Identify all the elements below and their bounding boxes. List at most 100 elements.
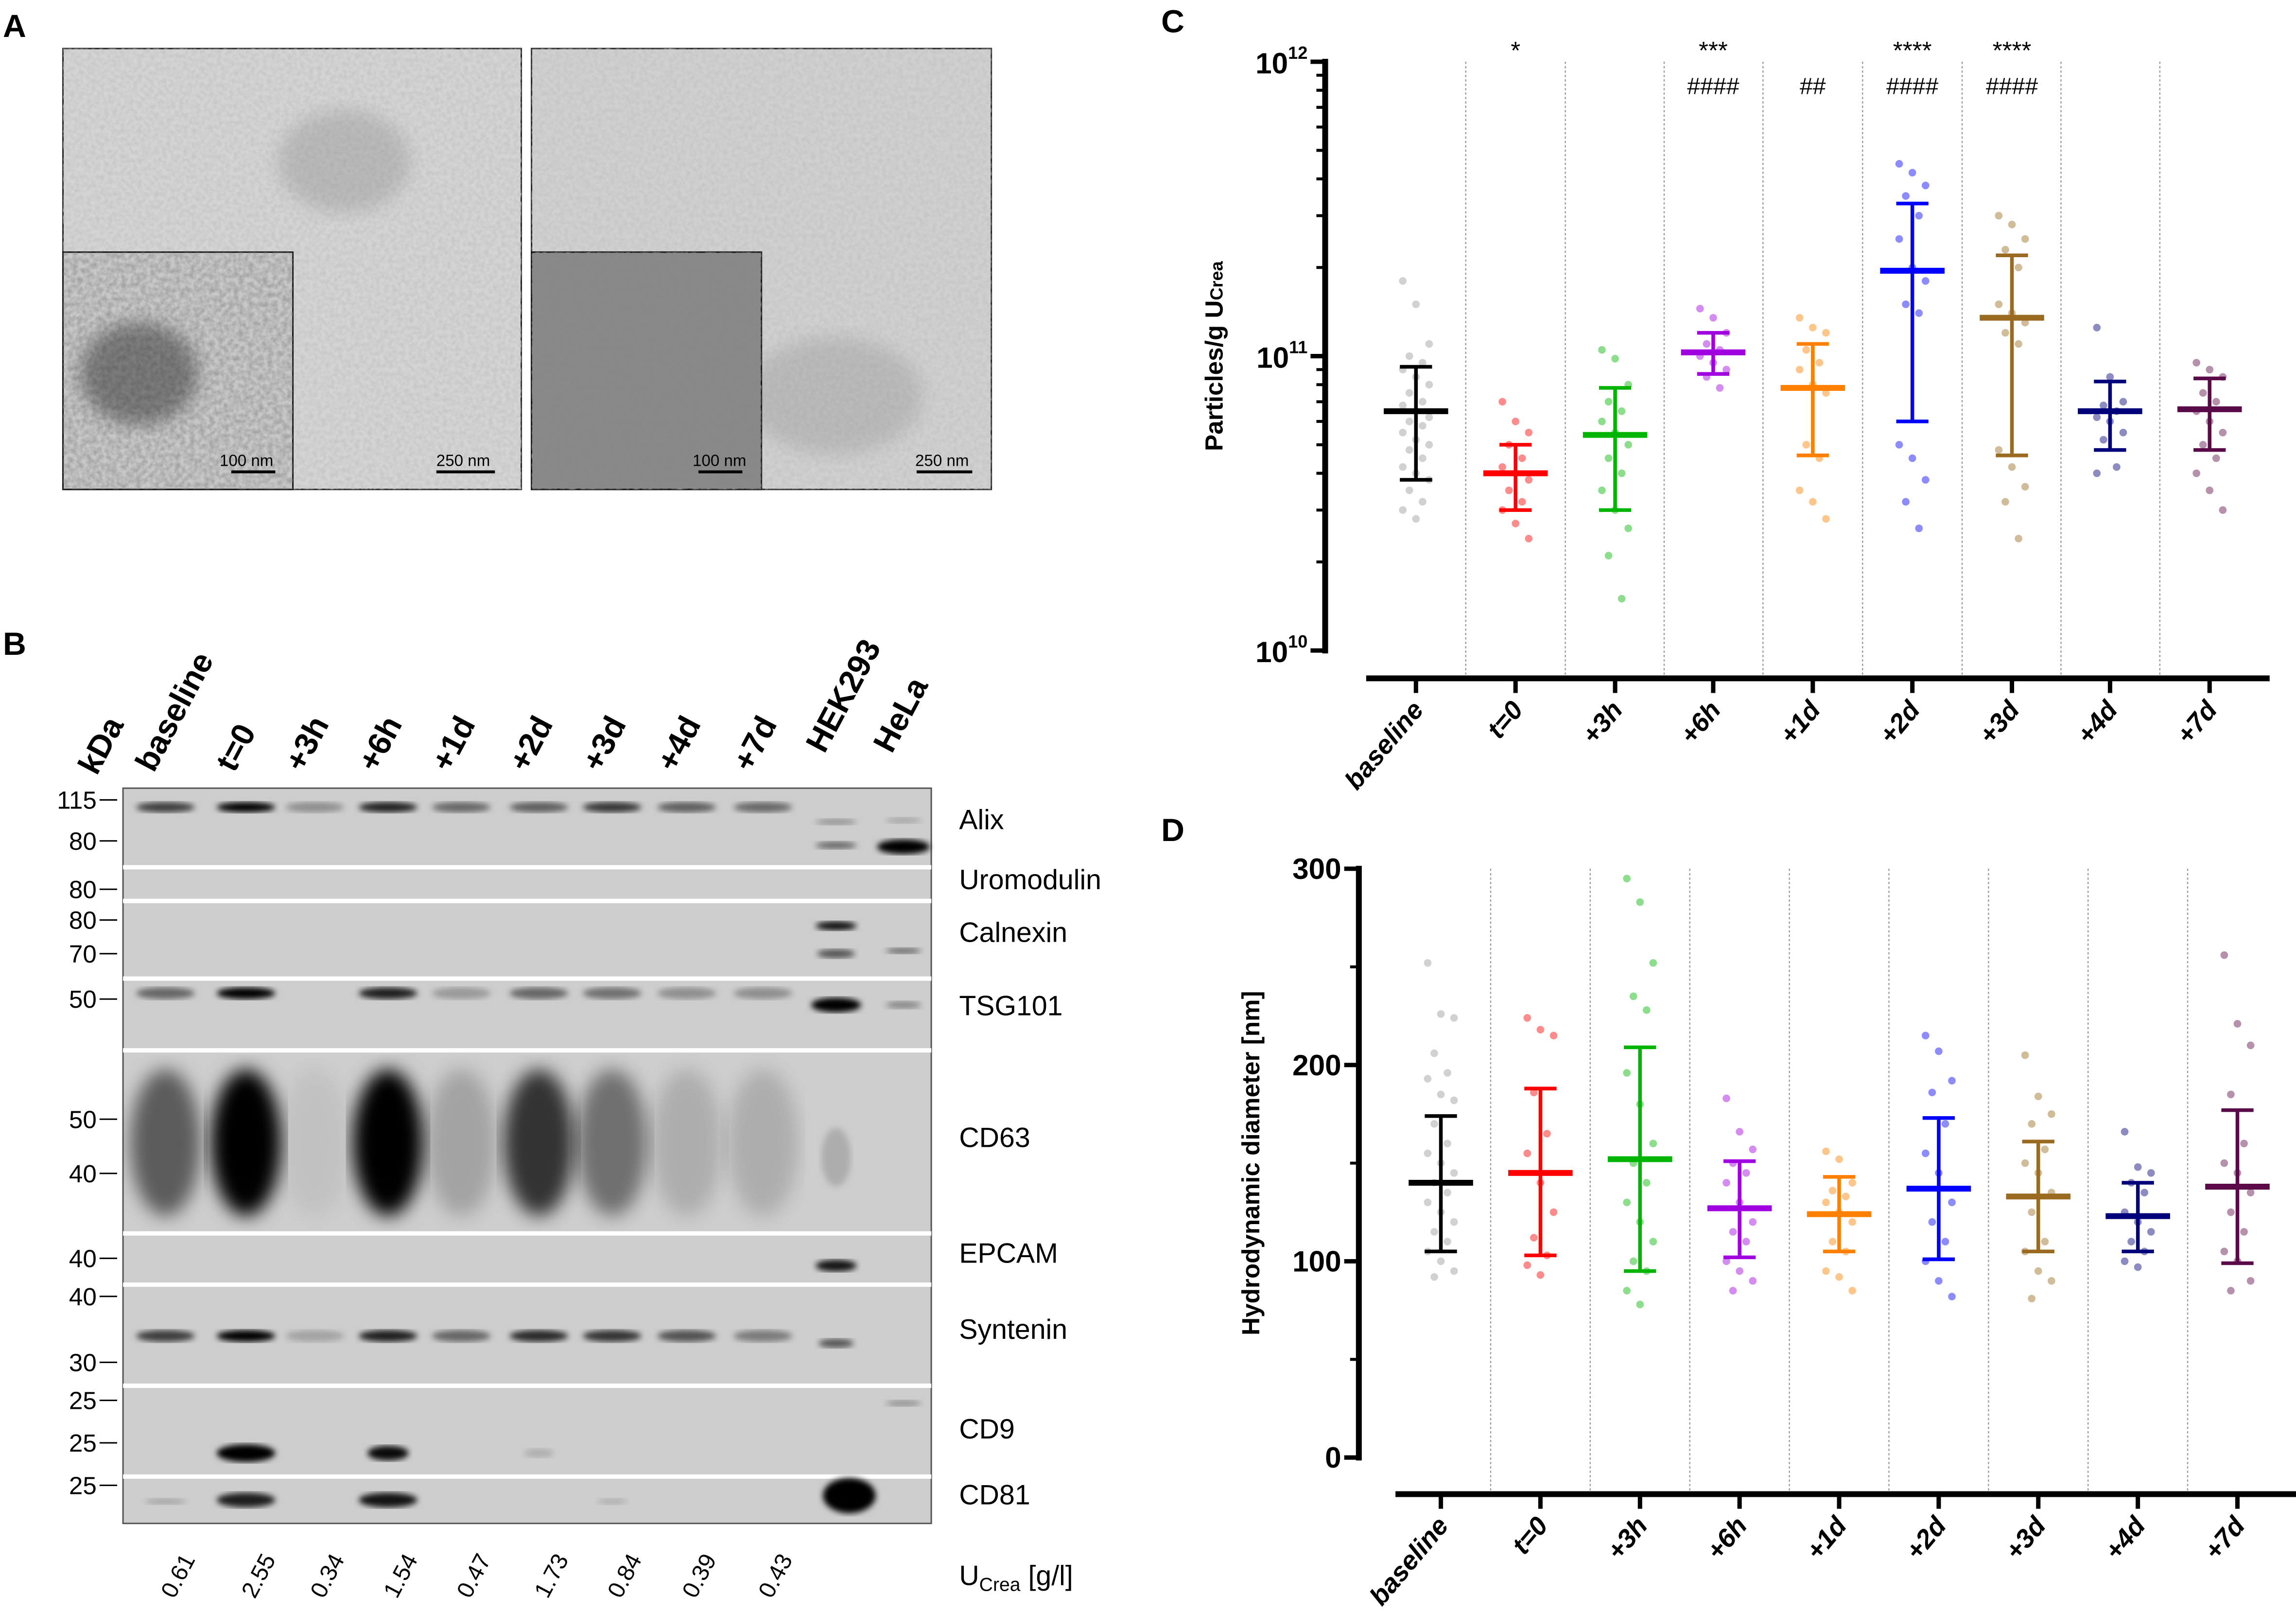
data-point [1624,525,1633,532]
band [733,987,792,999]
data-point [1828,1187,1837,1194]
data-point [1399,277,1407,285]
ucrea-value: 0.61 [156,1549,201,1602]
data-point [2099,402,2107,409]
data-point [2240,1228,2248,1236]
data-point [2212,398,2220,406]
lane-label: +3d [575,710,633,777]
band [216,1330,276,1342]
band-smear [210,1069,281,1216]
data-point [1935,1277,1943,1285]
lane-label: +6h [351,710,409,777]
data-point [1729,1228,1737,1236]
ucrea-value: 0.39 [677,1549,722,1602]
data-point [1405,352,1413,360]
data-point [1795,366,1804,374]
data-point [1902,192,1910,200]
data-point [1523,1149,1531,1157]
data-point [1835,1155,1843,1163]
data-point [1736,1128,1743,1136]
data-point [1450,1014,1458,1022]
data-point [1802,346,1810,354]
protein-label-cd9: CD9 [959,1414,1014,1445]
band-smear [279,1069,350,1216]
data-point [1405,418,1413,425]
micrograph-2: 100 nm 250 nm [531,48,992,491]
data-point [1604,454,1613,462]
band [432,802,491,813]
data-point [1921,1032,1930,1040]
data-point [2147,1228,2155,1236]
data-point [1437,1257,1445,1265]
scale-bar-label: 250 nm [436,452,490,470]
band [597,1498,627,1505]
kda-marker: 30 [69,1349,97,1376]
kda-marker: 40 [69,1160,97,1188]
data-point [1848,1179,1856,1187]
data-point [1424,959,1432,967]
data-point [2206,366,2214,374]
band [359,1492,417,1508]
data-point [2246,1189,2255,1196]
x-tick-label: baseline [1364,1511,1454,1611]
data-point [2227,1287,2235,1295]
data-point [2240,1140,2248,1148]
band [359,987,417,999]
protein-label-syntenin: Syntenin [959,1314,1067,1345]
data-point [1722,1179,1730,1187]
data-point [1948,1198,1956,1207]
panel-label-a: A [3,8,26,44]
data-point [1498,463,1506,471]
y-tick-base: 10 [1256,341,1289,374]
y-axis-label: Hydrodynamic diameter [nm] [1237,991,1265,1335]
data-point [1643,1179,1651,1187]
lane-label: +2d [502,710,560,777]
data-point [1902,498,1910,506]
y-tick-label: 1012 [1255,43,1307,80]
data-point [1425,441,1433,449]
lane-label: +1d [424,710,483,777]
data-point [1505,486,1513,494]
kda-marker: 40 [69,1245,97,1273]
data-point [2219,506,2227,514]
ucrea-value: 2.55 [236,1549,281,1602]
data-point [2041,1145,2049,1154]
data-point [1709,314,1717,322]
x-tick-label: +4d [2099,1510,2152,1565]
data-point [2227,1208,2235,1216]
band [136,987,195,999]
significance-hash: #### [1687,73,1739,99]
data-point [1399,506,1407,514]
data-point [1703,340,1711,348]
data-point [1444,1069,1451,1077]
band [359,1330,417,1342]
band [509,802,568,813]
data-point [1549,1032,1558,1040]
protein-label-cd81: CD81 [959,1480,1030,1511]
data-point [1848,1218,1856,1226]
data-point [2021,483,2029,491]
kda-marker: 50 [69,985,97,1013]
data-point [1722,1257,1730,1265]
band [136,1330,195,1342]
data-point [2192,469,2200,477]
band [657,1330,716,1342]
band [285,1330,344,1342]
data-point [1530,1234,1538,1242]
data-point [1525,535,1533,543]
data-point [1405,389,1413,397]
y-tick-label: 1011 [1256,337,1307,374]
data-point [1623,875,1631,883]
data-point [1895,441,1903,449]
data-point [1636,898,1644,906]
data-point [1928,1088,1936,1097]
data-point [1399,428,1407,437]
x-tick-label: +7d [2171,695,2224,750]
y-tick-label: 300 [1292,852,1341,885]
data-point [1444,1140,1451,1148]
data-point [1399,402,1407,409]
y-tick-exp: 10 [1288,631,1307,651]
x-tick-label: t=0 [1481,696,1529,744]
